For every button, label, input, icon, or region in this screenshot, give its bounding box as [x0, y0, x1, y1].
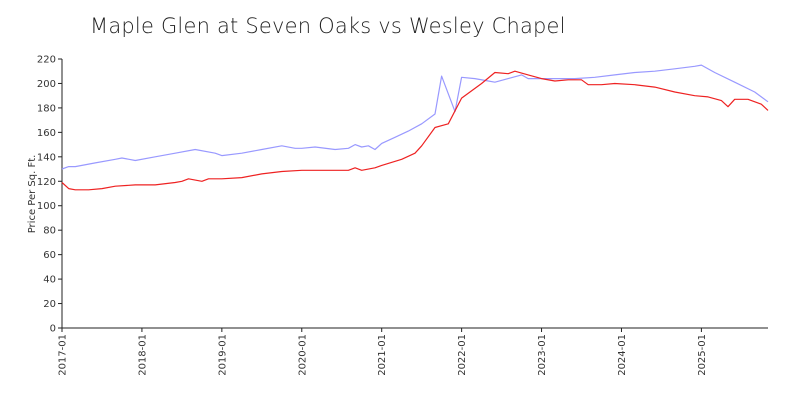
y-tick-label: 120 [37, 177, 56, 188]
y-axis: 0 20 40 60 80 100 120 140 160 180 200 220 [37, 55, 63, 335]
y-tick-label: 160 [37, 128, 56, 139]
y-tick-label: 80 [43, 226, 56, 237]
y-tick-label: 180 [37, 103, 56, 114]
series-line-2 [61, 70, 769, 191]
x-tick-label: 2023-01 [537, 334, 548, 376]
y-tick-label: 20 [43, 299, 56, 310]
series-line-1 [61, 64, 769, 170]
x-tick-label: 2021-01 [377, 334, 388, 376]
y-tick-label: 220 [37, 55, 56, 66]
plot-area [61, 64, 769, 191]
x-tick-label: 2022-01 [457, 334, 468, 376]
y-tick-label: 60 [43, 250, 56, 261]
y-tick-label: 0 [50, 324, 56, 335]
x-tick-label: 2017-01 [58, 334, 69, 376]
x-tick-label: 2024-01 [617, 334, 628, 376]
x-axis: 2017-01 2018-01 2019-01 2020-01 2021-01 2022-… [58, 327, 768, 376]
chart-title: Maple Glen at Seven Oaks vs Wesley Chape… [90, 14, 566, 38]
x-tick-label: 2018-01 [137, 334, 148, 376]
y-tick-label: 100 [37, 201, 56, 212]
y-tick-label: 200 [37, 79, 56, 90]
x-tick-label: 2019-01 [217, 334, 228, 376]
y-tick-label: 140 [37, 152, 56, 163]
y-tick-label: 40 [43, 275, 56, 286]
x-tick-label: 2020-01 [297, 334, 308, 376]
x-tick-label: 2025-01 [697, 334, 708, 376]
y-axis-title: Price Per Sq. Ft. [27, 155, 38, 234]
